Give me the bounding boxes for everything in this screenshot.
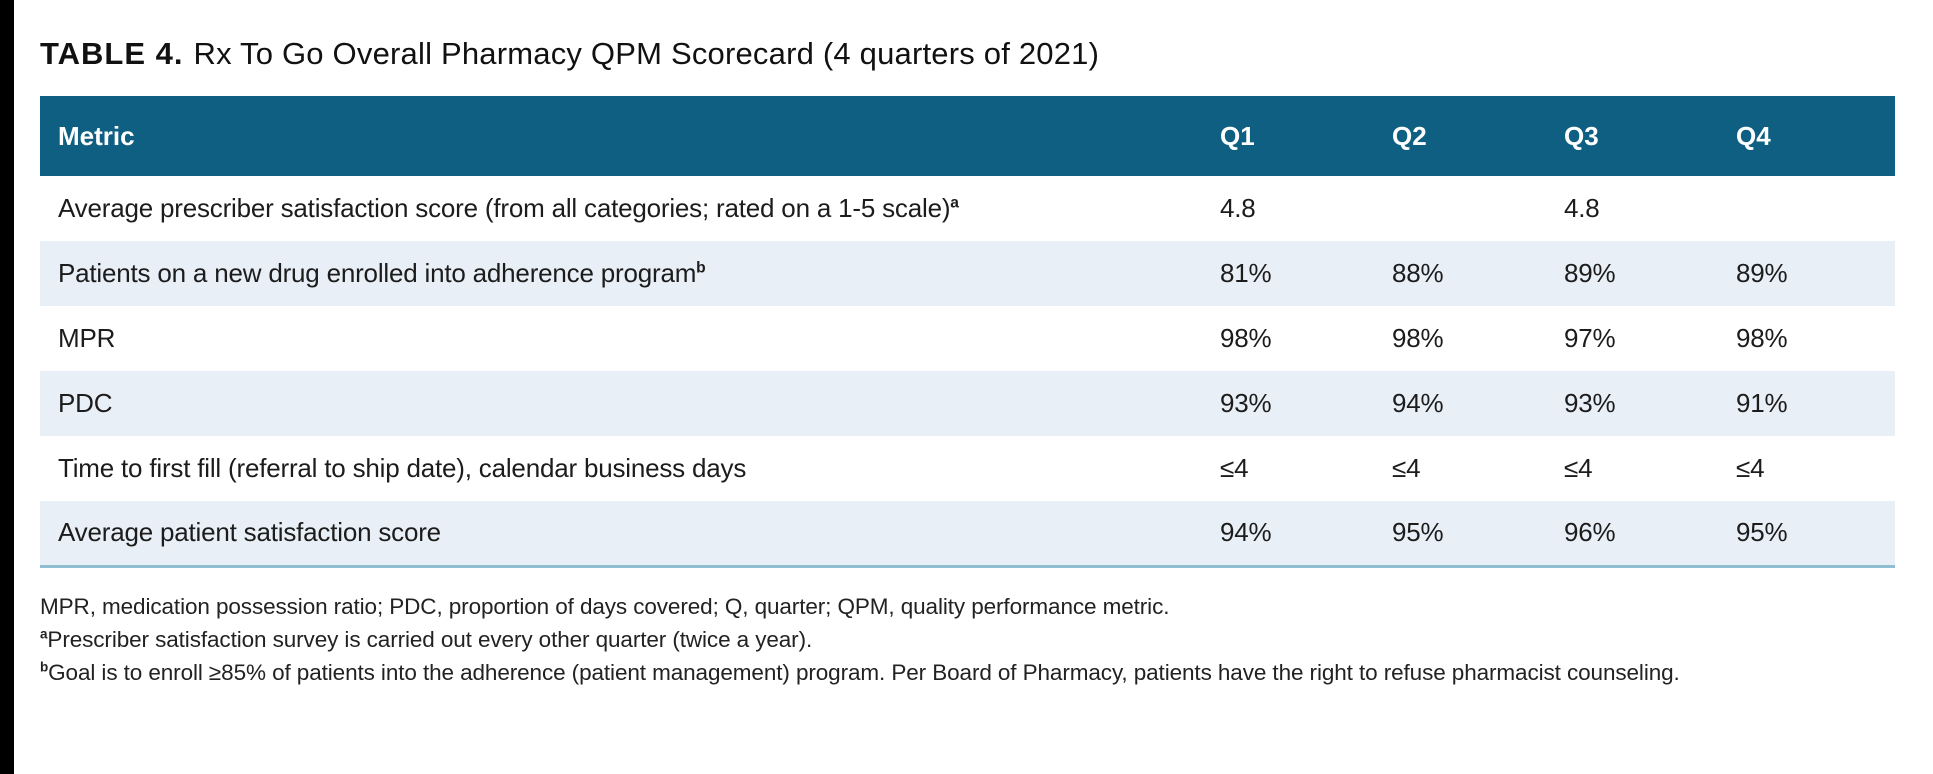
metric-cell: Average prescriber satisfaction score (f… — [58, 193, 959, 223]
value-cell-q1: 81% — [1202, 241, 1374, 306]
table-header-row: Metric Q1 Q2 Q3 Q4 — [40, 96, 1895, 176]
column-header-q4: Q4 — [1718, 96, 1895, 176]
value-cell-q2: 95% — [1374, 501, 1546, 568]
footnote-a-marker: a — [40, 626, 48, 641]
value-cell-q3: 89% — [1546, 241, 1718, 306]
value-cell-q2: 98% — [1392, 323, 1444, 353]
footnotes: MPR, medication possession ratio; PDC, p… — [40, 590, 1895, 689]
table-figure: TABLE 4. Rx To Go Overall Pharmacy QPM Sc… — [40, 0, 1895, 689]
table-row: Time to first fill (referral to ship dat… — [40, 436, 1895, 501]
value-cell-q2 — [1374, 176, 1546, 241]
column-header-metric: Metric — [40, 96, 1202, 176]
value-cell-q4 — [1718, 176, 1895, 241]
metric-cell: MPR — [58, 323, 116, 353]
value-cell-q3: 96% — [1546, 501, 1718, 568]
table-row: PDC 93% 94% 93% 91% — [40, 371, 1895, 436]
footnote-b: bGoal is to enroll ≥85% of patients into… — [40, 659, 1680, 685]
column-header-q1: Q1 — [1202, 96, 1374, 176]
value-cell-q1: ≤4 — [1220, 453, 1249, 483]
value-cell-q3: ≤4 — [1564, 453, 1593, 483]
value-cell-q2: ≤4 — [1392, 453, 1421, 483]
value-cell-q4: 95% — [1718, 501, 1895, 568]
column-header-q2: Q2 — [1374, 96, 1546, 176]
value-cell-q4: 91% — [1718, 371, 1895, 436]
metric-cell: PDC — [40, 371, 1202, 436]
metric-cell: Patients on a new drug enrolled into adh… — [40, 241, 1202, 306]
footnote-b-marker: b — [40, 659, 49, 674]
footnote-abbreviations: MPR, medication possession ratio; PDC, p… — [40, 593, 1170, 619]
footnote-a: aPrescriber satisfaction survey is carri… — [40, 626, 813, 652]
value-cell-q3: 97% — [1564, 323, 1616, 353]
value-cell-q1: 98% — [1220, 323, 1272, 353]
column-header-q3: Q3 — [1546, 96, 1718, 176]
value-cell-q3: 4.8 — [1564, 193, 1600, 223]
value-cell-q3: 93% — [1546, 371, 1718, 436]
table-row: Patients on a new drug enrolled into adh… — [40, 241, 1895, 306]
value-cell-q1: 94% — [1202, 501, 1374, 568]
value-cell-q1: 93% — [1202, 371, 1374, 436]
value-cell-q4: 98% — [1736, 323, 1788, 353]
left-edge-bar — [0, 0, 14, 774]
table-row: Average prescriber satisfaction score (f… — [40, 176, 1895, 241]
table-number-label: TABLE 4. — [40, 36, 184, 71]
qpm-scorecard-table: Metric Q1 Q2 Q3 Q4 Average prescriber sa… — [40, 96, 1895, 568]
table-title: TABLE 4. Rx To Go Overall Pharmacy QPM Sc… — [40, 36, 1895, 72]
table-row: MPR 98% 98% 97% 98% — [40, 306, 1895, 371]
metric-cell: Average patient satisfaction score — [40, 501, 1202, 568]
value-cell-q2: 94% — [1374, 371, 1546, 436]
value-cell-q4: ≤4 — [1736, 453, 1765, 483]
value-cell-q4: 89% — [1718, 241, 1895, 306]
value-cell-q1: 4.8 — [1220, 193, 1256, 223]
table-caption-text: Rx To Go Overall Pharmacy QPM Scorecard … — [193, 36, 1100, 71]
value-cell-q2: 88% — [1374, 241, 1546, 306]
table-row: Average patient satisfaction score 94% 9… — [40, 501, 1895, 568]
metric-cell: Time to first fill (referral to ship dat… — [58, 453, 747, 483]
table-body: Average prescriber satisfaction score (f… — [40, 176, 1895, 568]
